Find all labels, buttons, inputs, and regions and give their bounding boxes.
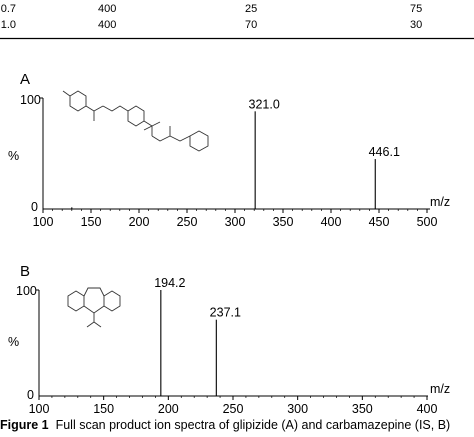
table-cell-r1-c3: 30 [410, 19, 422, 31]
x-tick-label-200-b: 200 [158, 402, 179, 416]
x-tick-label-400-a: 400 [321, 215, 342, 229]
table-cell-r0-c3: 75 [410, 3, 422, 15]
x-axis-label-a: m/z [430, 195, 450, 209]
table-cell-r0-c1: 400 [98, 3, 116, 15]
x-tick-label-250-b: 250 [223, 402, 244, 416]
x-tick-label-100-a: 100 [33, 215, 54, 229]
y-tick-0-a: 0 [31, 200, 38, 214]
peak-label-194.2-b: 194.2 [154, 276, 185, 290]
x-tick-label-400-b: 400 [417, 402, 438, 416]
table-cell-r1-c0: 1.0 [1, 19, 16, 31]
panel-label-b: B [20, 263, 30, 280]
spectrum-panel-a: A % 100 0 m/z 100 150 200 250 300 350 400 450 50… [8, 71, 450, 229]
x-tick-label-200-a: 200 [129, 215, 150, 229]
x-tick-label-150-b: 150 [93, 402, 114, 416]
x-tick-label-350-b: 350 [352, 402, 373, 416]
x-tick-label-150-a: 150 [81, 215, 102, 229]
y-tick-0-b: 0 [27, 388, 34, 402]
y-tick-100-b: 100 [16, 284, 37, 298]
x-tick-label-300-a: 300 [225, 215, 246, 229]
y-tick-100-a: 100 [20, 93, 41, 107]
x-tick-label-100-b: 100 [29, 402, 50, 416]
caption-text: Full scan product ion spectra of glipizi… [55, 418, 451, 432]
panel-label-a: A [20, 71, 30, 88]
peak-label-237.1-b: 237.1 [210, 306, 241, 320]
y-axis-label-a: % [8, 149, 19, 163]
table-cell-r1-c2: 70 [245, 19, 257, 31]
x-tick-label-450-a: 450 [369, 215, 390, 229]
spectrum-panel-b: B % 100 0 m/z 100 150 200 250 300 350 400 194.… [8, 263, 450, 416]
data-table: 0.7 400 25 75 1.0 400 70 30 [0, 3, 474, 40]
x-tick-label-500-a: 500 [417, 215, 438, 229]
x-tick-label-350-a: 350 [273, 215, 294, 229]
x-tick-label-300-b: 300 [287, 402, 308, 416]
peak-label-446.1-a: 446.1 [369, 145, 400, 159]
glipizide-structure [62, 90, 209, 152]
table-cell-r0-c0: 0.7 [1, 3, 16, 15]
peak-label-321.0-a: 321.0 [249, 97, 280, 111]
table-cell-r0-c2: 25 [245, 3, 257, 15]
x-axis-label-b: m/z [430, 382, 450, 396]
table-cell-r1-c1: 400 [98, 19, 116, 31]
x-tick-label-250-a: 250 [177, 215, 198, 229]
figure-caption: Figure 1 Full scan product ion spectra o… [0, 418, 474, 437]
caption-figure-number: Figure 1 [0, 418, 49, 432]
carbamazepine-structure [67, 287, 121, 328]
y-axis-label-b: % [8, 335, 19, 349]
